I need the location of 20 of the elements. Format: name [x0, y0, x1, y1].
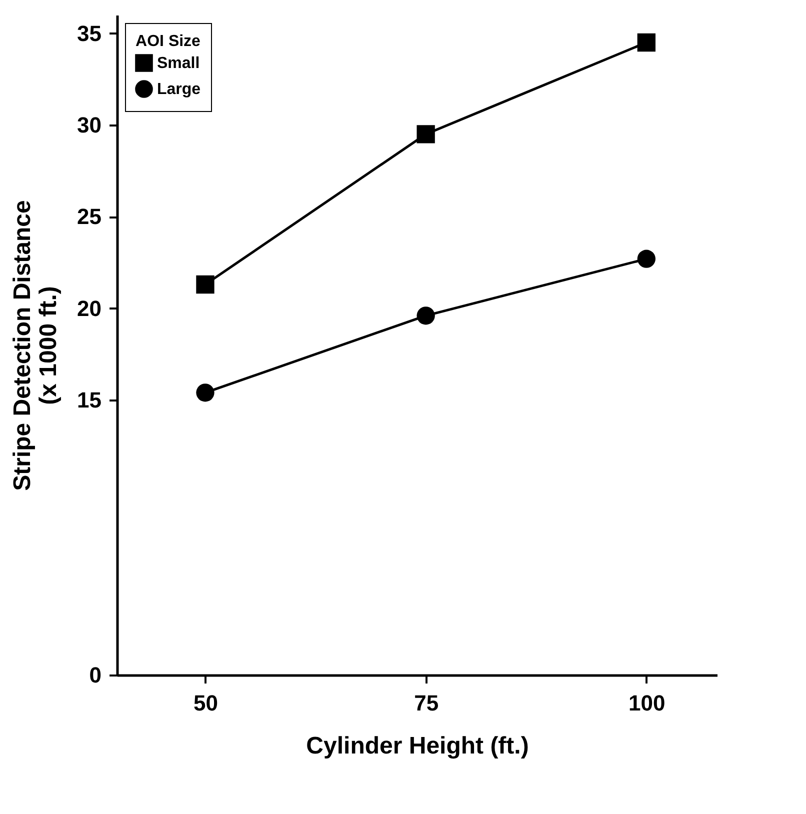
x-tick-label: 100: [628, 690, 666, 716]
y-tick-label: 25: [77, 204, 102, 230]
x-tick-label: 75: [414, 690, 439, 716]
y-axis-title: Stripe Detection Distance (x 1000 ft.): [9, 200, 62, 491]
x-tick-label: 50: [193, 690, 218, 716]
legend-title: AOI Size: [136, 33, 201, 50]
y-tick-label: 15: [77, 388, 102, 412]
y-tick-label: 0: [89, 662, 102, 688]
legend-label: Large: [157, 81, 201, 98]
y-tick-label: 20: [77, 296, 102, 321]
point: [196, 384, 214, 402]
point: [416, 125, 435, 144]
legend-label: Small: [157, 55, 200, 72]
point: [196, 275, 214, 294]
x-axis-title: Cylinder Height (ft.): [306, 732, 529, 760]
y-tick-label: 35: [77, 20, 102, 46]
point: [416, 306, 435, 325]
point: [637, 33, 656, 52]
y-tick-label: 30: [77, 112, 102, 138]
point: [637, 250, 656, 268]
